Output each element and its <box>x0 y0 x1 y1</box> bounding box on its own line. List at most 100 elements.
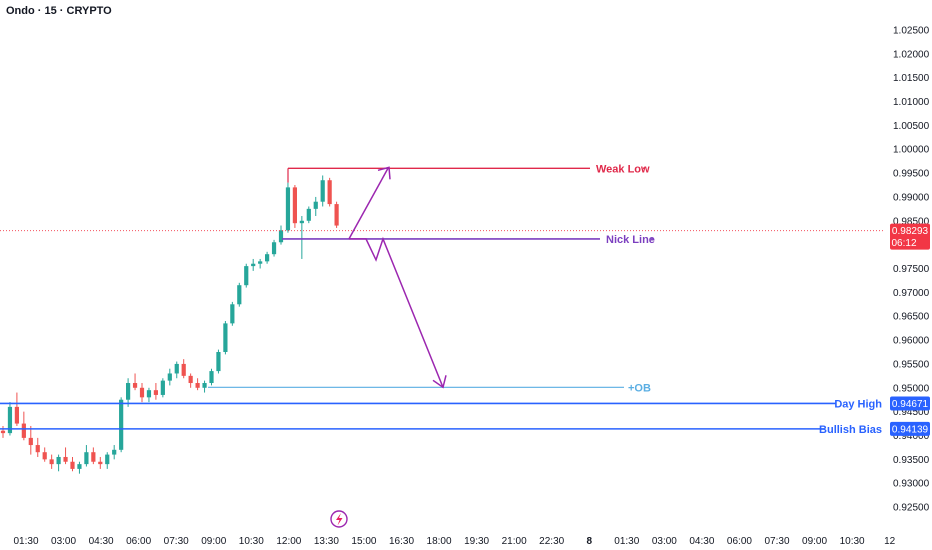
candle-body <box>313 201 318 209</box>
y-tick-label: 0.94000 <box>893 431 930 442</box>
candle-body <box>216 352 221 372</box>
candle-body <box>91 452 96 462</box>
candle-body <box>237 285 242 305</box>
x-tick-label: 21:00 <box>502 536 527 547</box>
x-tick-label: 06:00 <box>126 536 151 547</box>
x-tick-label: 22:30 <box>539 536 564 547</box>
candle-body <box>251 263 256 267</box>
candle-body <box>195 383 200 388</box>
x-tick-label: 19:30 <box>464 536 489 547</box>
x-tick-label: 07:30 <box>764 536 789 547</box>
current-price-tag-bg <box>890 223 930 250</box>
y-tick-label: 1.00000 <box>893 145 930 156</box>
x-tick-label: 04:30 <box>689 536 714 547</box>
candle-body <box>77 464 82 469</box>
candle-body <box>14 406 19 424</box>
candle-body <box>84 452 89 465</box>
candle-body <box>112 449 117 455</box>
arrowhead-up <box>377 166 391 180</box>
candle-body <box>153 390 158 395</box>
lightning-icon[interactable] <box>330 510 348 528</box>
candle-body <box>188 375 193 384</box>
candle-body <box>230 304 235 324</box>
x-tick-label: 03:00 <box>652 536 677 547</box>
y-tick-label: 0.97500 <box>893 264 930 275</box>
price-tag: 0.94671 <box>892 399 929 410</box>
candle-body <box>56 456 61 465</box>
candle-body <box>139 387 145 398</box>
x-tick-label: 8 <box>586 536 592 547</box>
candle-body <box>70 461 75 469</box>
candle-body <box>258 261 263 264</box>
y-tick-label: 0.96500 <box>893 312 930 323</box>
projection-arrow-up <box>348 167 389 240</box>
x-tick-label: 10:30 <box>239 536 264 547</box>
candle-countdown: 06:12 <box>891 238 916 249</box>
y-tick-label: 0.98500 <box>893 216 930 227</box>
candle-body <box>181 363 186 376</box>
candle-body <box>292 187 297 224</box>
candle-body <box>35 445 40 453</box>
candle-body <box>160 380 165 395</box>
candle-body <box>209 371 214 384</box>
x-tick-label: 10:30 <box>840 536 865 547</box>
candle-body <box>327 180 332 205</box>
candle-body <box>146 390 152 398</box>
x-tick-label: 12 <box>884 536 896 547</box>
level-label: Nick Line <box>606 234 655 246</box>
level-label: Day High <box>834 398 882 410</box>
candle-body <box>105 454 110 465</box>
y-tick-label: 1.01500 <box>893 73 930 84</box>
price-tag-bg <box>890 421 930 436</box>
x-tick-label: 13:30 <box>314 536 339 547</box>
y-tick-label: 1.01000 <box>893 97 930 108</box>
y-tick-label: 0.93500 <box>893 455 930 466</box>
candle-body <box>167 373 172 381</box>
y-tick-label: 1.02000 <box>893 49 930 60</box>
level-dot <box>651 237 653 240</box>
candle-body <box>223 323 228 352</box>
chart-title: Ondo · 15 · CRYPTO <box>6 5 112 17</box>
level-dot <box>643 167 645 170</box>
candle-body <box>320 180 325 202</box>
x-tick-label: 12:00 <box>276 536 301 547</box>
x-tick-label: 06:00 <box>727 536 752 547</box>
y-tick-label: 0.99000 <box>893 192 930 203</box>
x-tick-label: 09:00 <box>802 536 827 547</box>
candle-body <box>271 242 277 255</box>
current-price-tag: 0.98293 <box>892 226 929 237</box>
level-label: Weak Low <box>596 163 650 175</box>
level-label: +OB <box>628 382 651 394</box>
x-tick-label: 09:00 <box>201 536 226 547</box>
price-tag: 0.94139 <box>892 424 929 435</box>
candle-body <box>0 430 6 434</box>
candle-body <box>244 266 249 286</box>
y-tick-label: 1.02500 <box>893 25 930 36</box>
candle-body <box>7 406 13 434</box>
candle-body <box>285 187 291 231</box>
candle-body <box>28 437 33 446</box>
x-tick-label: 04:30 <box>89 536 114 547</box>
candle-body <box>202 383 207 388</box>
y-tick-label: 1.00500 <box>893 121 930 132</box>
y-tick-label: 0.99500 <box>893 169 930 180</box>
arrowhead-down <box>432 375 447 389</box>
y-tick-label: 0.93000 <box>893 479 930 490</box>
x-tick-label: 15:00 <box>351 536 376 547</box>
candle-body <box>334 204 339 226</box>
projection-arrow-down <box>349 236 444 388</box>
candle-body <box>98 461 103 465</box>
candle-body <box>306 208 311 221</box>
x-tick-label: 01:30 <box>614 536 639 547</box>
x-tick-label: 03:00 <box>51 536 76 547</box>
x-tick-label: 18:00 <box>427 536 452 547</box>
y-tick-label: 0.96000 <box>893 336 930 347</box>
candle-body <box>299 220 304 224</box>
candle-body <box>278 230 284 243</box>
y-tick-label: 0.94500 <box>893 407 930 418</box>
x-tick-label: 01:30 <box>13 536 38 547</box>
x-tick-label: 07:30 <box>164 536 189 547</box>
y-tick-label: 0.95000 <box>893 383 930 394</box>
y-tick-label: 0.97000 <box>893 288 930 299</box>
